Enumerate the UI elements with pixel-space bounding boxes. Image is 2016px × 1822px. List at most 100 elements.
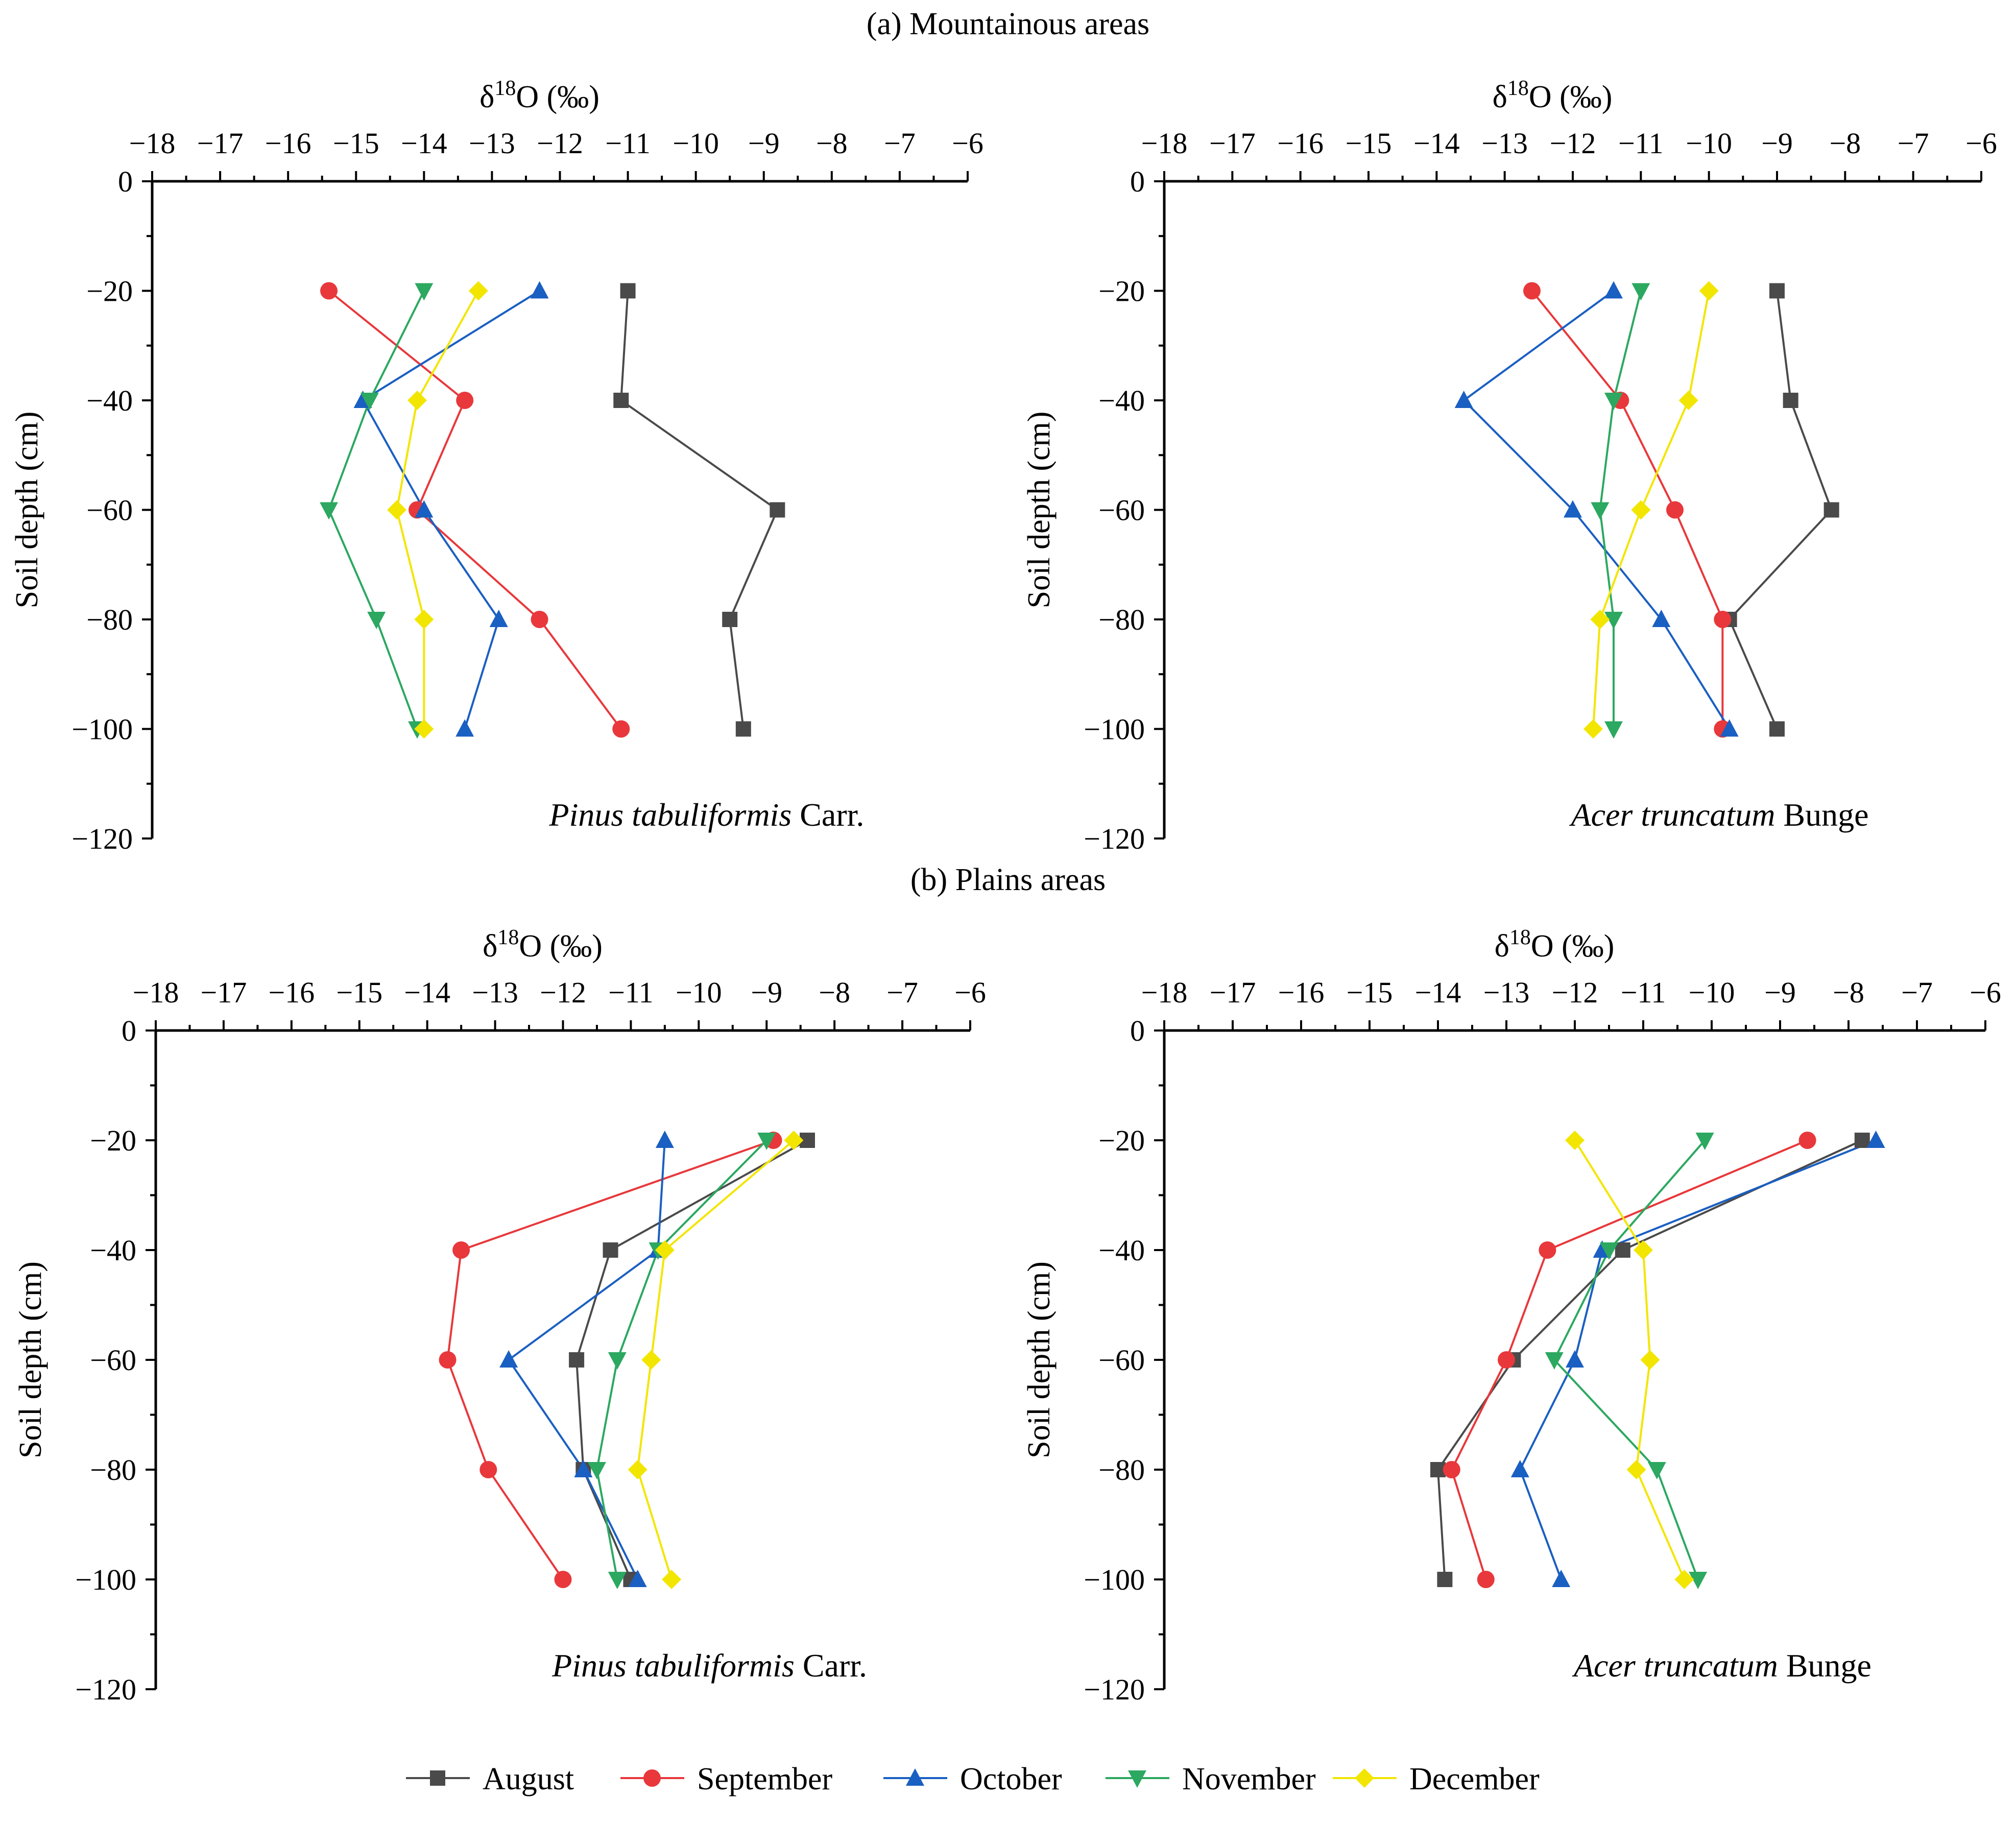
x-tick-label: −14 xyxy=(1413,127,1460,160)
series-line-september xyxy=(328,290,622,730)
y-axis-title: Soil depth (cm) xyxy=(13,1261,48,1458)
y-tick-label: −100 xyxy=(1084,713,1145,746)
x-tick-label: −8 xyxy=(819,976,850,1009)
x-tick-label: −7 xyxy=(1901,976,1933,1009)
data-point-december xyxy=(414,719,434,739)
data-point-october xyxy=(1552,1570,1571,1587)
x-tick-label: −11 xyxy=(608,976,654,1009)
y-tick-label: −20 xyxy=(1098,275,1145,308)
data-point-november xyxy=(1545,1352,1564,1370)
data-point-october xyxy=(628,1570,647,1587)
data-point-october xyxy=(1604,281,1623,299)
chart-panel-1: −18 −17 −16 −15 −14 −13 −12 −11 −10 −9 −8 −7 −60−20−… xyxy=(10,77,983,855)
y-tick-label: −80 xyxy=(90,1453,136,1487)
data-point-december xyxy=(784,1131,804,1150)
series-line-august xyxy=(1728,291,1833,730)
y-tick-label: −60 xyxy=(90,1344,136,1377)
x-tick-label: −13 xyxy=(1481,127,1528,160)
x-tick-label: −14 xyxy=(1415,976,1461,1009)
data-point-september xyxy=(439,1351,457,1369)
x-tick-label: −9 xyxy=(751,976,782,1009)
series-line-august xyxy=(575,1139,808,1580)
data-point-october xyxy=(499,1350,518,1368)
data-point-september xyxy=(320,282,338,300)
data-point-october xyxy=(1566,1350,1584,1368)
data-point-august xyxy=(722,612,738,627)
x-tick-label: −15 xyxy=(336,976,382,1009)
data-point-december xyxy=(414,610,434,629)
x-tick-label: −12 xyxy=(537,127,583,160)
y-tick-label: −40 xyxy=(1098,384,1145,417)
y-tick-label: −120 xyxy=(71,822,133,855)
data-point-august xyxy=(1437,1572,1453,1587)
series-line-december xyxy=(1574,1139,1686,1580)
data-point-october xyxy=(1454,391,1473,408)
data-point-december xyxy=(1583,719,1603,739)
x-tick-label: −13 xyxy=(1483,976,1530,1009)
data-point-november xyxy=(367,612,386,629)
x-tick-label: −18 xyxy=(129,127,176,160)
y-tick-label: −80 xyxy=(1098,1453,1145,1487)
x-tick-label: −18 xyxy=(1141,127,1188,160)
y-tick-label: −120 xyxy=(75,1673,136,1706)
data-point-september xyxy=(554,1571,572,1588)
data-point-december xyxy=(407,391,427,410)
x-tick-label: −15 xyxy=(1347,976,1393,1009)
series-line-august xyxy=(620,291,779,729)
x-axis-title: δ18O (‰) xyxy=(1495,926,1615,964)
x-tick-label: −10 xyxy=(1686,127,1732,160)
x-tick-label: −18 xyxy=(1141,976,1188,1009)
x-tick-label: −11 xyxy=(1618,127,1664,160)
data-point-november xyxy=(757,1133,776,1150)
y-tick-label: −60 xyxy=(86,494,133,527)
x-tick-label: −9 xyxy=(1764,976,1796,1009)
data-point-december xyxy=(662,1570,682,1589)
x-tick-label: −6 xyxy=(952,127,983,160)
data-point-october xyxy=(655,1131,674,1148)
y-tick-label: −100 xyxy=(71,713,133,746)
data-point-december xyxy=(1678,391,1698,410)
x-tick-label: −17 xyxy=(201,976,247,1009)
y-tick-label: 0 xyxy=(118,165,133,198)
data-point-august xyxy=(770,502,785,518)
x-tick-label: −13 xyxy=(472,976,518,1009)
legend-marker-september xyxy=(643,1769,661,1787)
data-point-september xyxy=(1666,501,1684,519)
data-point-december xyxy=(387,500,407,520)
data-point-november xyxy=(608,1572,627,1589)
data-point-october xyxy=(415,500,434,518)
x-tick-label: −17 xyxy=(1210,976,1256,1009)
x-tick-label: −9 xyxy=(748,127,780,160)
legend-marker-november xyxy=(1128,1770,1146,1788)
data-point-august xyxy=(1615,1242,1630,1258)
data-point-november xyxy=(415,283,434,301)
data-point-december xyxy=(468,281,488,301)
x-axis-title: δ18O (‰) xyxy=(479,77,599,114)
x-tick-label: −14 xyxy=(401,127,447,160)
x-tick-label: −14 xyxy=(404,976,450,1009)
data-point-november xyxy=(1647,1462,1666,1479)
data-point-september xyxy=(1714,611,1732,628)
y-tick-label: 0 xyxy=(1130,165,1145,198)
data-point-august xyxy=(1823,502,1839,518)
legend-marker-december xyxy=(1355,1768,1374,1788)
x-tick-label: −12 xyxy=(540,976,586,1009)
y-tick-label: −20 xyxy=(1098,1124,1145,1157)
data-point-december xyxy=(1699,281,1719,301)
data-point-october xyxy=(1866,1131,1885,1148)
data-point-august xyxy=(1769,721,1785,737)
data-point-september xyxy=(1523,282,1541,300)
x-tick-label: −11 xyxy=(605,127,651,160)
y-tick-label: 0 xyxy=(1130,1014,1145,1047)
species-caption: Pinus tabuliformis Carr. xyxy=(549,797,865,833)
data-point-november xyxy=(1604,612,1623,629)
x-tick-label: −10 xyxy=(676,976,722,1009)
species-caption: Acer truncatum Bunge xyxy=(1572,1647,1871,1684)
chart-panel-3: −18 −17 −16 −15 −14 −13 −12 −11 −10 −9 −8 −7 −60−20−… xyxy=(13,926,986,1706)
data-point-december xyxy=(628,1460,647,1479)
y-tick-label: −80 xyxy=(1098,603,1145,636)
x-tick-label: −16 xyxy=(265,127,311,160)
data-point-december xyxy=(1590,610,1610,629)
data-point-october xyxy=(489,610,508,627)
x-tick-label: −11 xyxy=(1621,976,1666,1009)
